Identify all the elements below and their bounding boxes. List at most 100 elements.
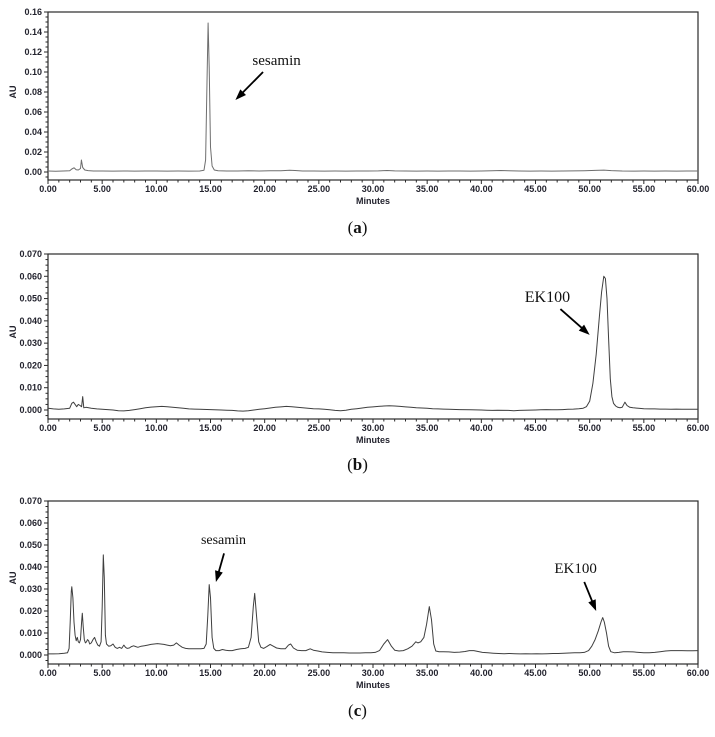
- x-tick-label: 35.00: [416, 184, 439, 194]
- caption-letter-a: a: [353, 218, 362, 237]
- annotation-arrow: [240, 71, 264, 95]
- x-tick-label: 55.00: [633, 184, 656, 194]
- caption-open: (: [347, 218, 354, 237]
- chromatogram-b: 0.000 0.010 0.020 0.030 0.040 0.050 0.060 0.070…: [8, 249, 710, 445]
- x-tick-label: 45.00: [524, 423, 547, 433]
- x-tick-label: 35.00: [416, 423, 439, 433]
- y-tick-label: 0.08: [24, 87, 42, 97]
- au-axis-label: AU: [8, 86, 18, 99]
- y-tick-label: 0.030: [19, 584, 42, 594]
- annotation-arrowhead: [215, 570, 223, 582]
- annotation-label: sesamin: [201, 533, 246, 548]
- annotation-arrow: [583, 581, 594, 604]
- y-tick-label: 0.020: [19, 360, 42, 370]
- x-tick-label: 60.00: [687, 668, 710, 678]
- x-tick-label: 5.00: [93, 184, 111, 194]
- x-tick-label: 10.00: [145, 668, 168, 678]
- x-tick-label: 25.00: [308, 668, 331, 678]
- axis-frame: [47, 253, 699, 420]
- x-tick-label: 15.00: [199, 668, 222, 678]
- x-tick-label: 25.00: [308, 184, 331, 194]
- x-tick-label: 5.00: [93, 423, 111, 433]
- y-tick-label: 0.070: [19, 496, 42, 506]
- caption-close: ): [361, 218, 368, 237]
- y-tick-label: 0.050: [19, 294, 42, 304]
- chromatogram-trace: [48, 554, 699, 655]
- y-tick-label: 0.12: [24, 47, 42, 57]
- x-tick-label: 55.00: [633, 668, 656, 678]
- x-tick-label: 30.00: [362, 668, 385, 678]
- annotation-arrowhead: [588, 599, 597, 611]
- annotation-arrow: [559, 308, 585, 331]
- minutes-axis-label: Minutes: [356, 680, 390, 690]
- au-axis-label: AU: [8, 572, 18, 585]
- x-tick-label: 50.00: [578, 184, 601, 194]
- au-axis-label: AU: [8, 326, 18, 339]
- caption-a: (a): [0, 214, 715, 240]
- minutes-axis-label: Minutes: [356, 196, 390, 206]
- chromatogram-c: 0.000 0.010 0.020 0.030 0.040 0.050 0.060 0.070…: [8, 496, 710, 690]
- y-tick-label: 0.070: [19, 249, 42, 259]
- chromatogram-trace: [47, 275, 698, 412]
- x-tick-label: 20.00: [253, 668, 276, 678]
- x-tick-label: 30.00: [362, 423, 385, 433]
- caption-close: ): [362, 455, 368, 474]
- y-tick-label: 0.06: [24, 107, 42, 117]
- x-tick-label: 20.00: [253, 184, 276, 194]
- y-tick-label: 0.14: [24, 27, 42, 37]
- chromatogram-a: 0.00 0.02 0.04 0.06 0.08 0.10 0.12 0.14 0.16 0.00…: [8, 7, 710, 206]
- x-tick-label: 40.00: [470, 668, 493, 678]
- x-tick-label: 0.00: [39, 668, 57, 678]
- caption-c: (c): [0, 696, 715, 720]
- annotation-label: EK100: [525, 289, 570, 306]
- chromatogram-trace: [47, 22, 698, 172]
- caption-close: ): [361, 701, 367, 720]
- x-tick-label: 50.00: [578, 423, 601, 433]
- annotation-label: sesamin: [252, 53, 301, 69]
- x-tick-label: 50.00: [578, 668, 601, 678]
- y-tick-label: 0.010: [19, 383, 42, 393]
- y-tick-label: 0.16: [24, 7, 42, 17]
- caption-open: (: [347, 455, 353, 474]
- x-tick-label: 40.00: [470, 423, 493, 433]
- y-tick-label: 0.040: [19, 316, 42, 326]
- caption-letter-c: c: [353, 701, 362, 720]
- x-tick-label: 10.00: [145, 423, 168, 433]
- annotation-label: EK100: [554, 561, 597, 577]
- caption-letter-b: b: [352, 455, 363, 474]
- y-tick-label: 0.060: [19, 271, 42, 281]
- y-tick-label: 0.04: [24, 127, 42, 137]
- x-tick-label: 0.00: [39, 423, 57, 433]
- chromatogram-panel-a: 0.00 0.02 0.04 0.06 0.08 0.10 0.12 0.14 0.16 0.00…: [0, 2, 715, 240]
- x-tick-label: 60.00: [687, 423, 710, 433]
- x-tick-label: 0.00: [39, 184, 57, 194]
- x-tick-label: 20.00: [253, 423, 276, 433]
- y-tick-label: 0.00: [24, 167, 42, 177]
- x-tick-label: 35.00: [416, 668, 439, 678]
- x-tick-label: 55.00: [633, 423, 656, 433]
- y-tick-label: 0.000: [19, 405, 42, 415]
- y-tick-label: 0.000: [19, 650, 42, 660]
- annotation-arrowhead: [235, 89, 246, 100]
- figure-page: 0.00 0.02 0.04 0.06 0.08 0.10 0.12 0.14 0.16 0.00…: [0, 2, 715, 720]
- caption-b: (b): [0, 452, 715, 476]
- x-tick-label: 45.00: [524, 184, 547, 194]
- y-tick-label: 0.030: [19, 338, 42, 348]
- axis-frame: [47, 500, 699, 665]
- x-tick-label: 25.00: [308, 423, 331, 433]
- y-tick-label: 0.050: [19, 540, 42, 550]
- y-tick-label: 0.010: [19, 628, 42, 638]
- x-tick-label: 15.00: [199, 184, 222, 194]
- y-tick-label: 0.02: [24, 147, 42, 157]
- x-tick-label: 15.00: [199, 423, 222, 433]
- minutes-axis-label: Minutes: [356, 435, 390, 445]
- y-tick-label: 0.060: [19, 518, 42, 528]
- chromatogram-panel-c: 0.000 0.010 0.020 0.030 0.040 0.050 0.060 0.070…: [0, 476, 715, 720]
- chromatogram-panel-b: 0.000 0.010 0.020 0.030 0.040 0.050 0.060 0.070…: [0, 240, 715, 476]
- annotation-arrow: [217, 553, 225, 575]
- x-tick-label: 60.00: [687, 184, 710, 194]
- caption-open: (: [348, 701, 354, 720]
- x-tick-label: 30.00: [362, 184, 385, 194]
- x-tick-label: 40.00: [470, 184, 493, 194]
- x-tick-label: 45.00: [524, 668, 547, 678]
